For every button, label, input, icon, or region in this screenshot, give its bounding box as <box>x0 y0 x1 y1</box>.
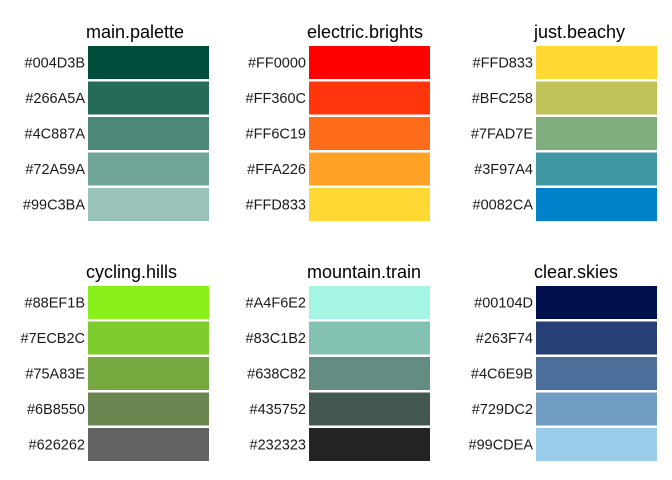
color-swatch <box>88 321 209 355</box>
panel-title: just.beachy <box>533 22 625 42</box>
hex-code-label: #00104D <box>474 296 533 312</box>
palette-panel-main-palette: main.palette#004D3B #266A5A #4C887A #72A59A… <box>23 22 209 221</box>
hex-code-label: #FF360C <box>246 91 306 107</box>
color-swatch <box>309 357 430 390</box>
palette-panel-clear-skies: clear.skies#00104D #263F74 #4C6E9B #729DC2 #… <box>469 262 657 461</box>
color-swatch <box>309 392 430 426</box>
color-swatch <box>88 286 209 319</box>
hex-code-label: #75A83E <box>25 367 85 383</box>
color-swatch <box>88 188 209 221</box>
color-swatch <box>536 392 657 426</box>
color-swatch <box>88 357 209 390</box>
color-swatch <box>309 81 430 115</box>
hex-code-label: #BFC258 <box>472 91 533 107</box>
color-swatch <box>309 117 430 150</box>
hex-code-label: #83C1B2 <box>246 331 306 347</box>
color-swatch <box>309 286 430 319</box>
hex-code-label: #99C3BA <box>23 198 85 214</box>
panel-title: clear.skies <box>534 262 618 282</box>
hex-code-label: #626262 <box>29 438 85 454</box>
color-swatch <box>536 152 657 186</box>
color-swatch <box>309 152 430 186</box>
color-swatch <box>536 321 657 355</box>
color-swatch <box>88 152 209 186</box>
color-swatch <box>88 117 209 150</box>
hex-code-label: #4C6E9B <box>471 367 533 383</box>
color-swatch <box>536 357 657 390</box>
palette-panel-electric-brights: electric.brights#FF0000 #FF360C #FF6C19 #FF… <box>246 22 430 221</box>
hex-code-label: #638C82 <box>247 367 306 383</box>
color-swatch <box>536 188 657 221</box>
hex-code-label: #FFD833 <box>473 56 533 72</box>
color-swatch <box>309 428 430 461</box>
panel-title: main.palette <box>86 22 184 42</box>
color-swatch <box>309 321 430 355</box>
panel-title: cycling.hills <box>86 262 177 282</box>
hex-code-label: #FF6C19 <box>246 127 306 143</box>
color-swatch <box>536 81 657 115</box>
palette-panel-just-beachy: just.beachy#FFD833 #BFC258 #7FAD7E #3F97A4 #… <box>471 22 657 221</box>
color-swatch <box>536 428 657 461</box>
hex-code-label: #266A5A <box>25 91 85 107</box>
hex-code-label: #7ECB2C <box>21 331 85 347</box>
hex-code-label: #263F74 <box>476 331 533 347</box>
hex-code-label: #232323 <box>250 438 306 454</box>
palette-panel-cycling-hills: cycling.hills#88EF1B #7ECB2C #75A83E #6B855… <box>21 262 209 461</box>
hex-code-label: #4C887A <box>25 127 86 143</box>
hex-code-label: #FF0000 <box>248 56 306 72</box>
hex-code-label: #004D3B <box>25 56 85 72</box>
hex-code-label: #435752 <box>250 402 306 418</box>
hex-code-label: #729DC2 <box>472 402 533 418</box>
color-swatch <box>309 46 430 79</box>
hex-code-label: #99CDEA <box>469 438 534 454</box>
color-swatch <box>309 188 430 221</box>
hex-code-label: #6B8550 <box>27 402 85 418</box>
palette-panel-mountain-train: mountain.train#A4F6E2 #83C1B2 #638C82 #4357… <box>246 262 430 461</box>
hex-code-label: #72A59A <box>25 162 85 178</box>
hex-code-label: #A4F6E2 <box>246 296 306 312</box>
panel-title: mountain.train <box>307 262 421 282</box>
color-swatch <box>536 46 657 79</box>
hex-code-label: #0082CA <box>473 198 534 214</box>
panel-title: electric.brights <box>307 22 423 42</box>
hex-code-label: #7FAD7E <box>471 127 533 143</box>
hex-code-label: #FFA226 <box>247 162 306 178</box>
color-swatch <box>88 392 209 426</box>
hex-code-label: #3F97A4 <box>474 162 533 178</box>
color-swatch <box>88 428 209 461</box>
color-swatch <box>536 117 657 150</box>
hex-code-label: #FFD833 <box>246 198 306 214</box>
color-swatch <box>88 46 209 79</box>
color-swatch <box>88 81 209 115</box>
hex-code-label: #88EF1B <box>25 296 85 312</box>
color-swatch <box>536 286 657 319</box>
